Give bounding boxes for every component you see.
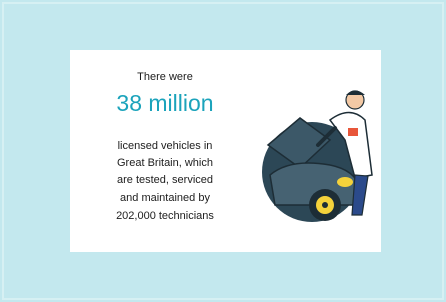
- intro-text: There were: [137, 71, 193, 83]
- body-line: Great Britain, which: [117, 157, 213, 169]
- hub: [322, 202, 328, 208]
- badge: [348, 128, 358, 136]
- infographic: There were 38 million licensed vehicles …: [0, 0, 446, 302]
- headlight: [337, 177, 353, 187]
- body-line: 202,000 technicians: [116, 210, 214, 222]
- highlight-text: 38 million: [116, 90, 213, 116]
- body-line: and maintained by: [120, 192, 210, 204]
- body-line: licensed vehicles in: [118, 140, 213, 152]
- body-line: are tested, serviced: [117, 174, 213, 186]
- page: There were 38 million licensed vehicles …: [0, 0, 446, 302]
